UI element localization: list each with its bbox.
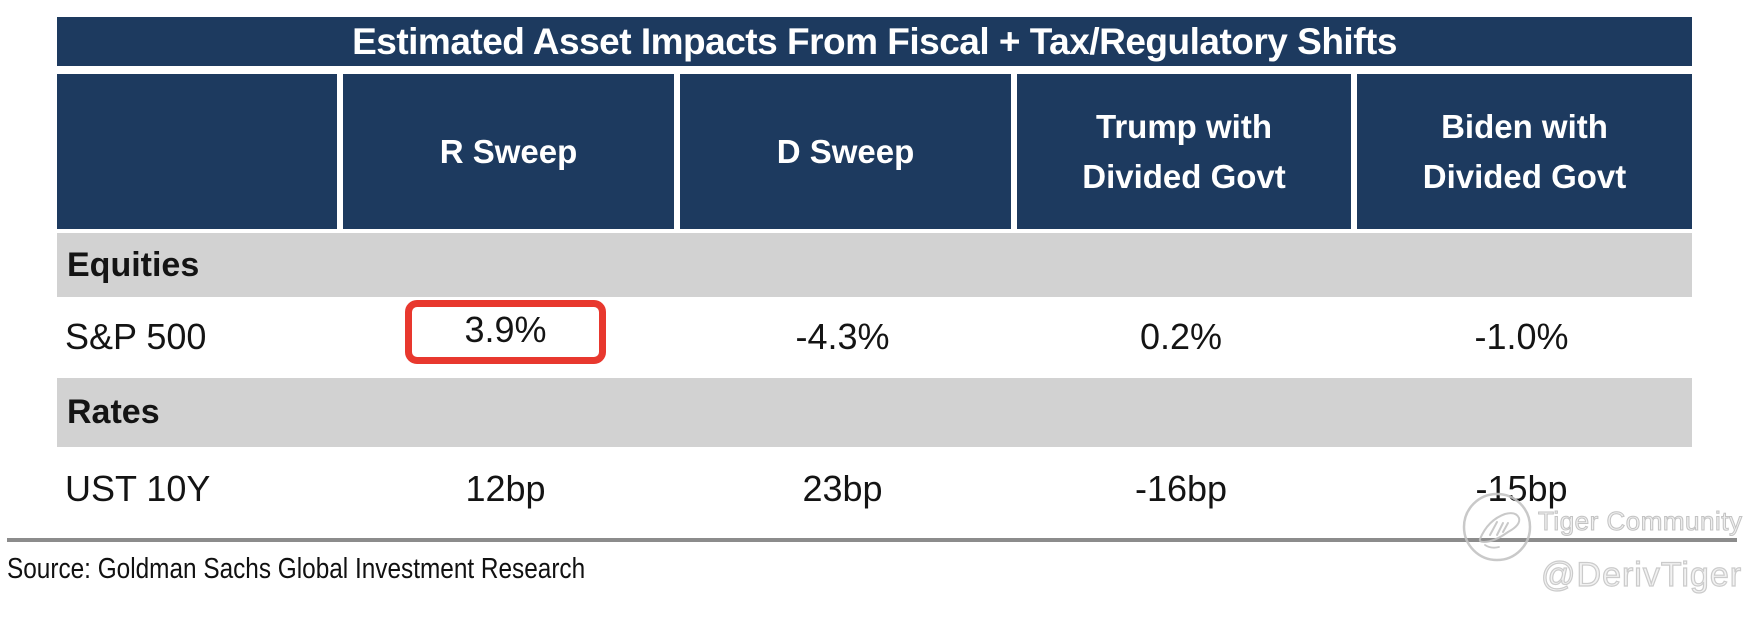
section-header-equities: Equities [57,233,1692,297]
table-row-sp500: S&P 500 3.9% -4.3% 0.2% -1.0% [57,297,1692,377]
highlighted-value-box: 3.9% [405,300,606,364]
row-label-sp500: S&P 500 [65,316,207,357]
source-attribution: Source: Goldman Sachs Global Investment … [7,553,586,585]
cell-sp500-biden: -1.0% [1474,316,1569,357]
cell-sp500-trump: 0.2% [1139,316,1223,357]
tiger-community-logo-icon [1459,489,1535,565]
header-cell-empty [57,74,337,229]
asset-impact-table: Estimated Asset Impacts From Fiscal + Ta… [57,17,1692,530]
header-cell-biden-divided: Biden with Divided Govt [1351,74,1692,229]
cell-sp500-r-sweep: 3.9% [337,300,674,369]
cell-ust-r-sweep: 12bp [465,467,546,509]
table-row-ust10y: UST 10Y 12bp 23bp -16bp -15bp [57,447,1692,530]
cell-sp500-d-sweep: -4.3% [795,316,890,357]
cell-ust-biden: -15bp [1475,467,1568,509]
watermark-handle: @DerivTiger [1540,555,1743,594]
section-header-rates: Rates [57,378,1692,447]
cell-ust-trump: -16bp [1134,467,1228,509]
header-cell-r-sweep: R Sweep [337,74,674,229]
header-cell-trump-divided: Trump with Divided Govt [1011,74,1351,229]
footer-divider [7,538,1737,542]
table-title: Estimated Asset Impacts From Fiscal + Ta… [57,17,1692,66]
cell-ust-d-sweep: 23bp [802,467,883,509]
table-header-row: R Sweep D Sweep Trump with Divided Govt … [57,74,1692,229]
watermark-community-label: Tiger Community [1537,506,1743,537]
header-cell-d-sweep: D Sweep [674,74,1011,229]
row-label-ust10y: UST 10Y [65,467,211,509]
